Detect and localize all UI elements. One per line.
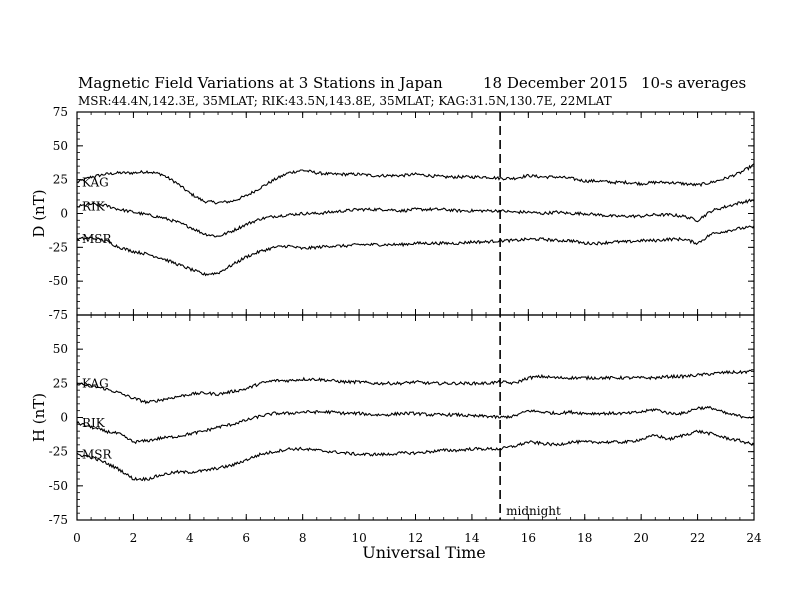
- x-tick-label: 22: [690, 531, 705, 545]
- x-tick-label: 12: [408, 531, 423, 545]
- chart-subtitle: MSR:44.4N,142.3E, 35MLAT; RIK:43.5N,143.…: [78, 94, 612, 108]
- chart-title: Magnetic Field Variations at 3 Stations …: [78, 74, 443, 92]
- x-axis-ticks: 0 2 4 6 8 10 12 14 16 18 20 22 24: [73, 531, 762, 545]
- series-label-rik: RIK: [82, 200, 106, 214]
- x-tick-label: 16: [521, 531, 536, 545]
- y-tick-label: 50: [53, 139, 68, 153]
- x-tick-label: 8: [299, 531, 307, 545]
- x-tick-label: 24: [746, 531, 762, 545]
- y-tick-label: 50: [53, 342, 68, 356]
- series-line-rik: [76, 405, 755, 445]
- series-label-kag: KAG: [82, 175, 109, 189]
- y-axis-label: H (nT): [30, 393, 48, 442]
- x-tick-label: 14: [464, 531, 480, 545]
- series-label-kag: KAG: [82, 376, 109, 390]
- y-tick-label: 75: [53, 105, 68, 119]
- panel-frame: [76, 314, 755, 521]
- chart-date: 18 December 2015: [483, 74, 628, 92]
- series-line-kag: [76, 369, 755, 405]
- x-tick-label: 18: [577, 531, 592, 545]
- panels: 75 50 25 0 -25 -50 -75 D (nT) KAG RIK MSR 50 25 0 -25 -…: [30, 105, 755, 527]
- panel-2: 50 25 0 -25 -50 -75 H (nT) KAG RIK MSR: [30, 314, 755, 527]
- y-tick-label: -75: [49, 513, 68, 527]
- y-tick-label: -25: [49, 445, 68, 459]
- panel-1: 75 50 25 0 -25 -50 -75 D (nT) KAG RIK MSR: [30, 105, 755, 322]
- series-line-msr: [76, 225, 755, 277]
- x-axis-label: Universal Time: [362, 543, 485, 562]
- y-tick-label: -25: [49, 240, 68, 254]
- y-tick-label: -75: [49, 308, 68, 322]
- x-tick-label: 4: [186, 531, 194, 545]
- y-axis-label: D (nT): [30, 189, 48, 237]
- x-tick-label: 0: [73, 531, 81, 545]
- y-tick-label: 0: [60, 207, 68, 221]
- series-line-msr: [76, 429, 755, 482]
- panel-frame: [76, 111, 755, 316]
- midnight-label: midnight: [506, 504, 561, 518]
- x-tick-label: 6: [242, 531, 250, 545]
- x-tick-label: 10: [351, 531, 366, 545]
- series-label-msr: MSR: [82, 447, 113, 461]
- x-tick-label: 20: [634, 531, 649, 545]
- series-label-msr: MSR: [82, 232, 113, 246]
- series-line-kag: [76, 163, 755, 205]
- series-line-rik: [76, 198, 755, 238]
- series-label-rik: RIK: [82, 416, 106, 430]
- chart-averaging: 10-s averages: [641, 74, 746, 92]
- y-tick-label: 0: [60, 411, 68, 425]
- y-tick-label: 25: [53, 173, 68, 187]
- x-tick-label: 2: [130, 531, 138, 545]
- y-tick-label: 25: [53, 376, 68, 390]
- y-tick-label: -50: [49, 479, 68, 493]
- y-tick-label: -50: [49, 274, 68, 288]
